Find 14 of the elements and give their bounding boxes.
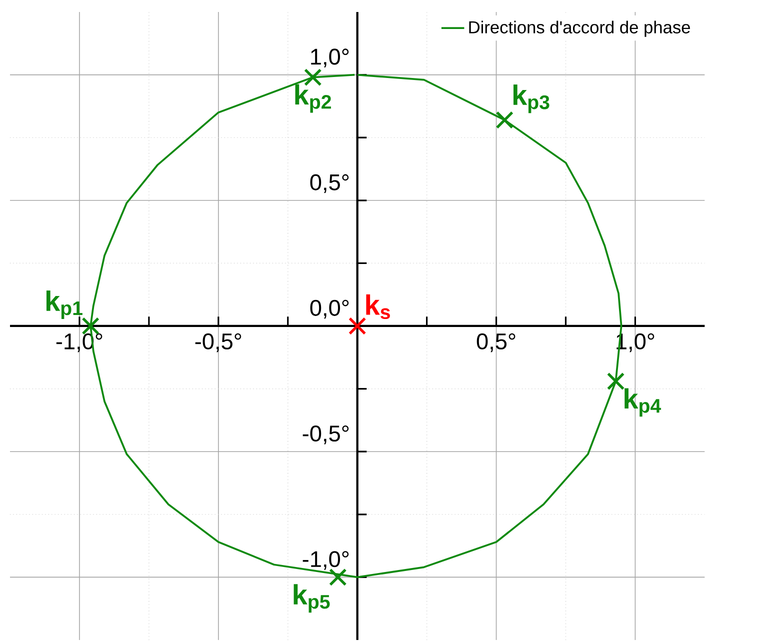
series-label: k$_{s}$ [366, 294, 390, 320]
legend-label: Directions d'accord de phase [469, 20, 690, 37]
y-tick-label: -1,0° [302, 551, 349, 570]
y-tick-label: 1,0° [311, 48, 349, 68]
y-tick-label: 0,0° [310, 300, 349, 319]
series-label: k$_{p2}$ [295, 84, 331, 113]
series-label: k$_{p5}$ [294, 584, 330, 613]
y-tick-label: -0,5° [302, 425, 349, 444]
x-tick-label: 0,5° [476, 333, 516, 352]
series-label: k$_{p3}$ [513, 84, 550, 114]
y-tick-label: 0,5° [310, 174, 349, 193]
series-label: k$_{p1}$ [46, 290, 82, 320]
series-label: k$_{p4}$ [624, 388, 662, 417]
x-tick-label: -0,5° [195, 333, 242, 352]
